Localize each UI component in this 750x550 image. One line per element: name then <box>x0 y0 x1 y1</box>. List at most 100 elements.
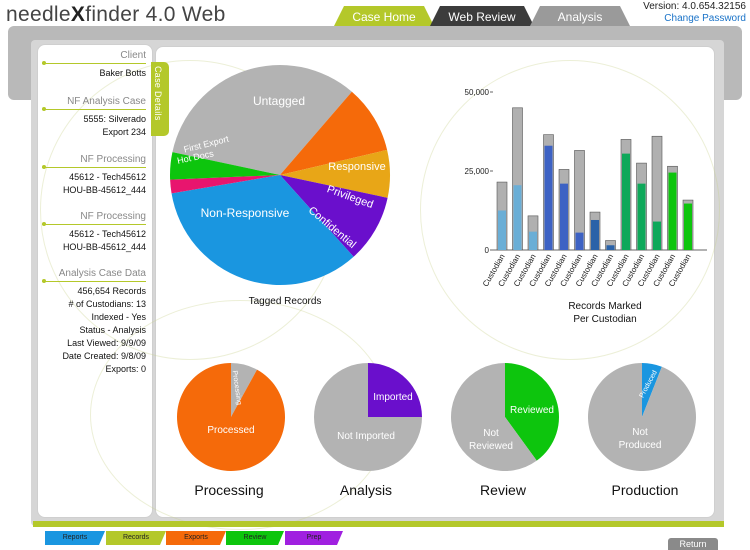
bottom-tab-review[interactable]: Review <box>226 531 284 545</box>
nf-processing-line: HOU-BB-45612_444 <box>62 185 146 195</box>
version-info: Version: 4.0.654.32156 Change Password <box>643 1 746 25</box>
pie-slice-processing[interactable] <box>231 363 258 417</box>
review-pie[interactable]: Reviewed Not Reviewed <box>448 360 562 474</box>
analysis-case-data-section: Analysis Case Data 456,654 Records # of … <box>42 267 146 376</box>
logo-suffix: finder 4.0 Web <box>85 3 226 26</box>
bottom-tab-reports[interactable]: Reports <box>45 531 105 545</box>
y-tick-label: 0 <box>485 246 490 255</box>
nf-analysis-case-section: NF Analysis Case 5555: Silverado Export … <box>42 95 146 139</box>
records-marked-caption-line: Records Marked <box>568 301 642 312</box>
nf-processing-line: 45612 - Tech45612 <box>69 172 146 182</box>
processing-pie[interactable]: Processing Processed <box>174 360 288 474</box>
production-caption: Production <box>611 482 679 498</box>
tab-web-review[interactable]: Web Review <box>430 6 534 26</box>
case-data-line: Indexed - Yes <box>91 312 146 322</box>
analysis-pie[interactable]: Imported Not Imported <box>311 360 425 474</box>
pie-slice-reviewed[interactable] <box>505 363 559 461</box>
case-data-line: Date Created: 9/8/09 <box>62 351 146 361</box>
records-marked-caption: Records Marked Per Custodian <box>540 300 670 326</box>
case-details-tab-label: Case Details <box>153 66 163 121</box>
bar-marked[interactable] <box>575 232 584 250</box>
nf-processing-header: NF Processing <box>42 210 146 226</box>
pie-slice-untagged[interactable] <box>172 65 352 175</box>
case-data-line: 456,654 Records <box>77 286 146 296</box>
bar-marked[interactable] <box>606 245 615 250</box>
nf-processing-section-2: NF Processing 45612 - Tech45612 HOU-BB-4… <box>42 210 146 254</box>
pie-slice-privileged[interactable] <box>280 149 390 198</box>
untagged-label: Untagged <box>253 94 305 108</box>
pie-slice-responsive[interactable] <box>280 91 388 175</box>
pie-slice-not-imported[interactable] <box>314 363 422 471</box>
pie-slice-not-produced[interactable] <box>588 363 696 471</box>
processing-slice-label: Processing <box>231 370 243 405</box>
pie-slice-processed[interactable] <box>177 363 285 471</box>
analysis-case-data-header: Analysis Case Data <box>42 267 146 283</box>
logo-x: X <box>70 3 86 26</box>
nf-processing-line: 45612 - Tech45612 <box>69 229 146 239</box>
reviewed-label: Reviewed <box>510 405 554 416</box>
bottom-tab-exports[interactable]: Exports <box>166 531 226 545</box>
analysis-caption: Analysis <box>339 482 393 498</box>
client-header: Client <box>42 49 146 65</box>
not-produced-label: Not <box>632 427 648 438</box>
review-caption: Review <box>480 482 526 498</box>
imported-label: Imported <box>373 392 412 403</box>
pie-slice-produced[interactable] <box>642 363 662 417</box>
bar-marked[interactable] <box>684 203 692 250</box>
pie-slice-imported[interactable] <box>368 363 422 417</box>
y-tick-label: 50,000 <box>465 88 490 97</box>
not-imported-label: Not Imported <box>337 431 395 442</box>
change-password-link[interactable]: Change Password <box>664 13 746 24</box>
bar-marked[interactable] <box>591 219 599 250</box>
not-reviewed-label: Not <box>483 428 499 439</box>
case-data-line: Status - Analysis <box>79 325 146 335</box>
pie-slice-first-export[interactable] <box>170 152 280 180</box>
bar-marked[interactable] <box>637 183 646 250</box>
version-text: Version: 4.0.654.32156 <box>643 1 746 12</box>
client-section: Client Baker Botts <box>42 49 146 80</box>
pie-slice-confidential[interactable] <box>280 175 388 257</box>
bar-marked[interactable] <box>498 210 506 251</box>
return-button[interactable]: Return <box>668 538 718 550</box>
records-per-custodian-chart[interactable]: 50,00025,0000CustodianCustodianCustodian… <box>455 80 710 295</box>
records-marked-caption-line: Per Custodian <box>573 314 637 325</box>
bottom-tab-records[interactable]: Records <box>106 531 166 545</box>
case-data-line: Last Viewed: 9/9/09 <box>67 338 146 348</box>
bar-marked[interactable] <box>560 183 568 250</box>
bar-marked[interactable] <box>622 153 630 250</box>
non-responsive-label: Non-Responsive <box>201 206 290 220</box>
tab-analysis[interactable]: Analysis <box>530 6 630 26</box>
case-data-line: Exports: 0 <box>105 364 146 374</box>
case-details-tab[interactable]: Case Details <box>151 62 169 136</box>
bar-marked[interactable] <box>544 145 553 250</box>
bar-marked[interactable] <box>513 185 522 250</box>
bar-marked[interactable] <box>529 231 537 250</box>
processing-caption: Processing <box>194 482 264 498</box>
processed-label: Processed <box>207 425 254 436</box>
case-data-line: # of Custodians: 13 <box>68 299 146 309</box>
nf-analysis-case-line: Export 234 <box>102 127 146 137</box>
pie-slice-non-responsive[interactable] <box>171 175 354 285</box>
pie-slice-not-reviewed[interactable] <box>451 363 537 471</box>
nf-processing-header: NF Processing <box>42 153 146 169</box>
client-name: Baker Botts <box>99 68 146 78</box>
pie-slice-hot-docs[interactable] <box>170 175 280 194</box>
bottom-tab-prep[interactable]: Prep <box>285 531 343 545</box>
nf-analysis-case-line: 5555: Silverado <box>83 114 146 124</box>
responsive-label: Responsive <box>328 161 385 173</box>
bar-marked[interactable] <box>668 172 677 250</box>
nf-processing-line: HOU-BB-45612_444 <box>62 242 146 252</box>
nf-analysis-case-header: NF Analysis Case <box>42 95 146 111</box>
not-reviewed-label: Reviewed <box>469 441 513 452</box>
tagged-records-caption: Tagged Records <box>248 296 322 307</box>
bar-marked[interactable] <box>653 221 661 250</box>
logo-prefix: needle <box>6 3 71 26</box>
y-tick-label: 25,000 <box>465 167 490 176</box>
nf-processing-section-1: NF Processing 45612 - Tech45612 HOU-BB-4… <box>42 153 146 197</box>
tab-case-home[interactable]: Case Home <box>334 6 434 26</box>
tagged-records-pie[interactable]: Untagged Responsive Privileged Confident… <box>165 60 395 290</box>
app-logo: needleXfinder 4.0 Web <box>6 3 226 27</box>
production-pie[interactable]: Produced Not Produced <box>585 360 699 474</box>
bottom-accent-bar <box>33 521 724 527</box>
